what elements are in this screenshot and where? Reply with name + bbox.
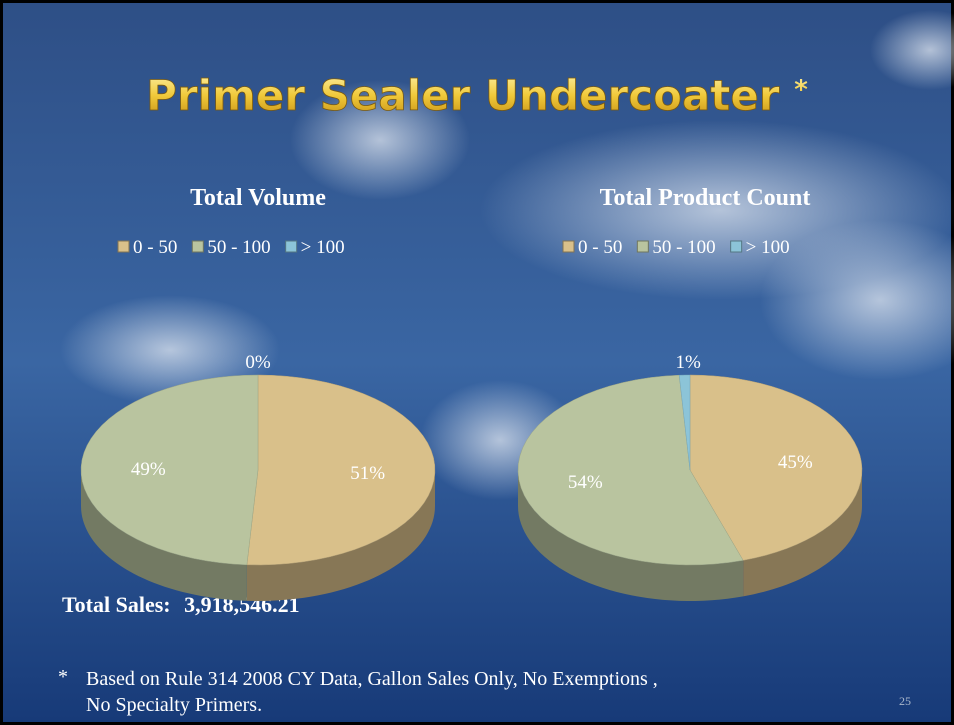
- footnote: Based on Rule 314 2008 CY Data, Gallon S…: [86, 668, 658, 716]
- data-label: 49%: [131, 459, 166, 480]
- data-label: 45%: [778, 452, 813, 473]
- pie-slice: [517, 374, 744, 566]
- data-label: 1%: [675, 352, 701, 373]
- pie-slice-side: [518, 470, 744, 601]
- legend-swatch: [285, 240, 298, 253]
- slide-title-group: Primer Sealer Undercoater *: [146, 71, 808, 120]
- legend-swatch: [191, 240, 204, 253]
- legend-swatch: [730, 240, 743, 253]
- pie-slice: [80, 374, 259, 566]
- footnote-marker: *: [58, 666, 68, 688]
- legend-label: 50 - 100: [652, 237, 715, 258]
- data-label: 0%: [245, 352, 271, 373]
- legend-label: 0 - 50: [133, 237, 177, 258]
- pie-slice-side: [246, 470, 435, 601]
- pie-slice-side: [81, 470, 247, 601]
- title-mark: *: [794, 75, 808, 105]
- data-label: 51%: [350, 463, 385, 484]
- slide-title: Primer Sealer Undercoater: [146, 71, 780, 120]
- legend-swatch: [636, 240, 649, 253]
- total-sales-label: Total Sales:: [62, 592, 171, 617]
- pie-slice: [246, 374, 436, 566]
- legend-label: 50 - 100: [207, 237, 270, 258]
- page-number: 25: [899, 694, 911, 708]
- legend-label: > 100: [746, 237, 790, 258]
- legend-swatch: [562, 240, 575, 253]
- pie-slice-side: [743, 470, 862, 597]
- chart-title: Total Volume: [190, 185, 326, 211]
- legend-label: > 100: [301, 237, 345, 258]
- pie-slice: [689, 374, 863, 561]
- pie-slice: [678, 374, 691, 471]
- footnote-box: Based on Rule 314 2008 CY Data, Gallon S…: [86, 668, 658, 716]
- pie: [80, 374, 436, 601]
- pie: [517, 374, 863, 601]
- legend-swatch: [117, 240, 130, 253]
- legend-label: 0 - 50: [578, 237, 622, 258]
- data-label: 54%: [568, 472, 603, 493]
- chart-title: Total Product Count: [600, 185, 811, 211]
